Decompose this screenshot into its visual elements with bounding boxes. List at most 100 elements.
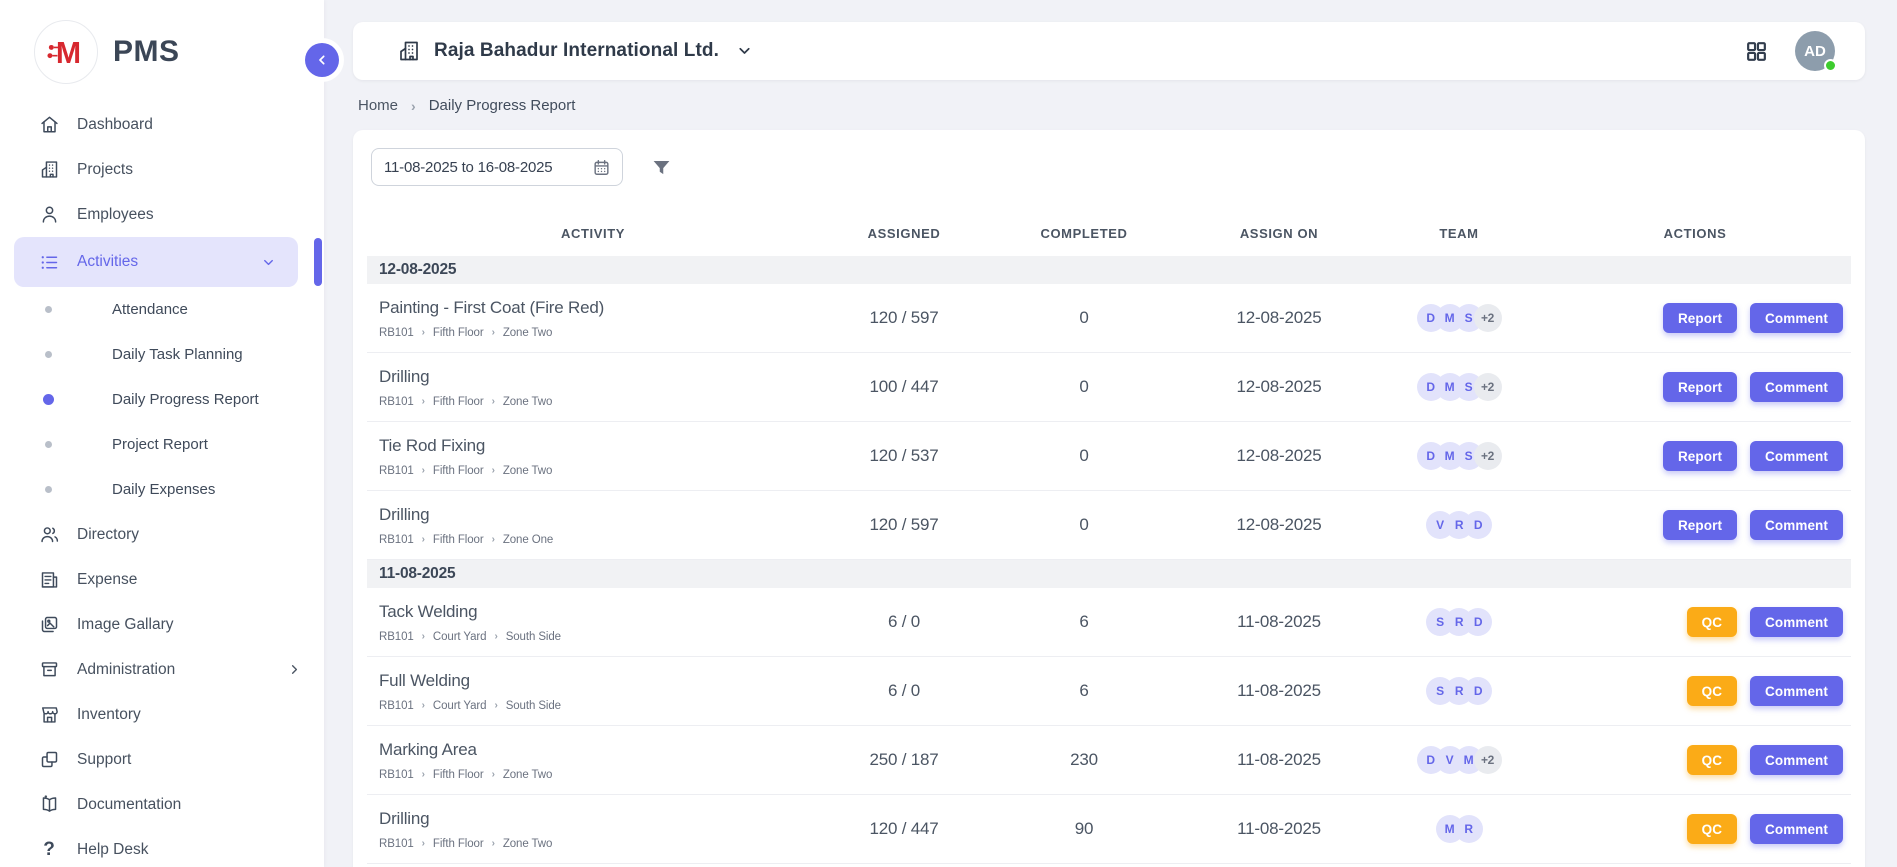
- assign-on-cell: 11-08-2025: [1179, 612, 1379, 632]
- apps-grid-button[interactable]: [1744, 39, 1769, 64]
- report-button[interactable]: Report: [1663, 303, 1737, 333]
- qc-button[interactable]: QC: [1687, 814, 1737, 844]
- table-row: Tie Rod FixingRB101›Fifth Floor›Zone Two…: [367, 422, 1851, 491]
- sidebar-item-image-gallary[interactable]: Image Gallary: [0, 602, 324, 647]
- sidebar-item-label: Expense: [77, 571, 137, 589]
- sidebar-item-inventory[interactable]: Inventory: [0, 692, 324, 737]
- activity-cell: Full WeldingRB101›Court Yard›South Side: [367, 671, 819, 712]
- path-segment: RB101: [379, 838, 414, 850]
- comment-button[interactable]: Comment: [1750, 676, 1843, 706]
- team-member-badge: D: [1464, 677, 1492, 705]
- comment-button[interactable]: Comment: [1750, 441, 1843, 471]
- sidebar-subitem-attendance[interactable]: Attendance: [0, 287, 324, 332]
- path-separator: ›: [422, 465, 425, 476]
- sidebar-item-employees[interactable]: Employees: [0, 192, 324, 237]
- sidebar-item-label: Inventory: [77, 706, 141, 724]
- qc-button[interactable]: QC: [1687, 607, 1737, 637]
- company-selector[interactable]: Raja Bahadur International Ltd.: [397, 39, 753, 64]
- qc-button[interactable]: QC: [1687, 676, 1737, 706]
- report-button[interactable]: Report: [1663, 441, 1737, 471]
- actions-cell: Report Comment: [1539, 303, 1851, 333]
- sidebar-item-support[interactable]: Support: [0, 737, 324, 782]
- path-segment: Zone Two: [503, 465, 553, 477]
- team-member-badge: R: [1455, 815, 1483, 843]
- sidebar-collapse-button[interactable]: [305, 43, 339, 77]
- team-member-badge: D: [1464, 511, 1492, 539]
- user-avatar[interactable]: AD: [1795, 31, 1835, 71]
- grid-icon: [1744, 39, 1769, 64]
- breadcrumb: Home › Daily Progress Report: [358, 97, 575, 114]
- sidebar-item-administration[interactable]: Administration: [0, 647, 324, 692]
- bullet-icon: [45, 351, 52, 358]
- comment-button[interactable]: Comment: [1750, 745, 1843, 775]
- sidebar: M PMS DashboardProjectsEmployeesActiviti…: [0, 0, 324, 867]
- path-segment: Fifth Floor: [433, 838, 484, 850]
- table-row: Full WeldingRB101›Court Yard›South Side6…: [367, 657, 1851, 726]
- actions-cell: Report Comment: [1539, 510, 1851, 540]
- sidebar-item-help-desk[interactable]: ?Help Desk: [0, 827, 324, 867]
- table-body: 12-08-2025Painting - First Coat (Fire Re…: [367, 256, 1851, 864]
- sidebar-item-projects[interactable]: Projects: [0, 147, 324, 192]
- chevron-down-icon: [732, 39, 753, 64]
- path-segment: RB101: [379, 700, 414, 712]
- funnel-icon: [651, 157, 672, 178]
- path-segment: RB101: [379, 631, 414, 643]
- copy-icon: [38, 749, 60, 771]
- activity-cell: Tack WeldingRB101›Court Yard›South Side: [367, 602, 819, 643]
- completed-cell: 230: [989, 750, 1179, 770]
- report-button[interactable]: Report: [1663, 372, 1737, 402]
- activity-title: Tack Welding: [379, 602, 819, 622]
- completed-cell: 0: [989, 446, 1179, 466]
- sidebar-subitem-label: Project Report: [112, 436, 208, 453]
- filter-button[interactable]: [651, 157, 672, 178]
- activity-title: Drilling: [379, 367, 819, 387]
- activity-location-path: RB101›Fifth Floor›Zone Two: [379, 465, 819, 477]
- path-segment: Court Yard: [433, 631, 487, 643]
- qc-button[interactable]: QC: [1687, 745, 1737, 775]
- sidebar-subitem-project-report[interactable]: Project Report: [0, 422, 324, 467]
- breadcrumb-home[interactable]: Home: [358, 97, 398, 114]
- calendar-icon: [592, 158, 611, 177]
- assign-on-cell: 11-08-2025: [1179, 750, 1379, 770]
- sidebar-item-documentation[interactable]: Documentation: [0, 782, 324, 827]
- table-row: Marking AreaRB101›Fifth Floor›Zone Two25…: [367, 726, 1851, 795]
- comment-button[interactable]: Comment: [1750, 607, 1843, 637]
- sidebar-item-activities[interactable]: Activities: [14, 237, 298, 287]
- date-range-value: 11-08-2025 to 16-08-2025: [384, 159, 552, 176]
- assigned-cell: 120 / 447: [819, 819, 989, 839]
- activity-title: Drilling: [379, 505, 819, 525]
- sidebar-subitem-daily-expenses[interactable]: Daily Expenses: [0, 467, 324, 512]
- sidebar-item-expense[interactable]: Expense: [0, 557, 324, 602]
- sidebar-subitem-label: Daily Task Planning: [112, 346, 243, 363]
- team-cell: VRD: [1379, 511, 1539, 539]
- assign-on-cell: 12-08-2025: [1179, 446, 1379, 466]
- office-building-icon: [397, 39, 421, 63]
- table-row: Painting - First Coat (Fire Red)RB101›Fi…: [367, 284, 1851, 353]
- comment-button[interactable]: Comment: [1750, 814, 1843, 844]
- date-range-input[interactable]: 11-08-2025 to 16-08-2025: [371, 148, 623, 186]
- comment-button[interactable]: Comment: [1750, 510, 1843, 540]
- date-group-header: 12-08-2025: [367, 256, 1851, 284]
- assigned-cell: 120 / 597: [819, 515, 989, 535]
- sidebar-item-label: Activities: [77, 253, 138, 271]
- assign-on-cell: 12-08-2025: [1179, 515, 1379, 535]
- report-button[interactable]: Report: [1663, 510, 1737, 540]
- assign-on-cell: 11-08-2025: [1179, 819, 1379, 839]
- comment-button[interactable]: Comment: [1750, 372, 1843, 402]
- path-separator: ›: [492, 396, 495, 407]
- breadcrumb-separator: ›: [411, 98, 416, 114]
- sidebar-subitem-daily-progress-report[interactable]: Daily Progress Report: [0, 377, 324, 422]
- store-icon: [38, 704, 60, 726]
- assign-on-cell: 12-08-2025: [1179, 308, 1379, 328]
- team-member-badge: D: [1464, 608, 1492, 636]
- team-cell: DMS+2: [1379, 373, 1539, 401]
- sidebar-item-directory[interactable]: Directory: [0, 512, 324, 557]
- actions-cell: QC Comment: [1539, 607, 1851, 637]
- path-separator: ›: [422, 838, 425, 849]
- sidebar-nav: Dashboard Projects Employees Activities Atte…: [0, 100, 324, 867]
- sidebar-item-label: Projects: [77, 161, 133, 179]
- sidebar-subitem-daily-task-planning[interactable]: Daily Task Planning: [0, 332, 324, 377]
- actions-cell: Report Comment: [1539, 372, 1851, 402]
- comment-button[interactable]: Comment: [1750, 303, 1843, 333]
- sidebar-item-dashboard[interactable]: Dashboard: [0, 102, 324, 147]
